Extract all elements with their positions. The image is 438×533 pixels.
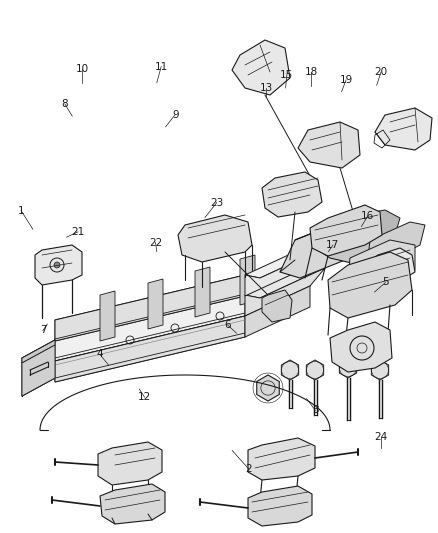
Polygon shape xyxy=(35,245,82,285)
Polygon shape xyxy=(245,245,325,278)
Polygon shape xyxy=(55,275,245,341)
Polygon shape xyxy=(248,486,312,526)
Text: 10: 10 xyxy=(76,64,89,74)
Text: 2: 2 xyxy=(245,464,252,474)
Polygon shape xyxy=(306,360,324,380)
Polygon shape xyxy=(55,295,245,361)
Polygon shape xyxy=(232,40,290,95)
Polygon shape xyxy=(148,279,163,329)
Text: 4: 4 xyxy=(96,350,103,359)
Polygon shape xyxy=(328,252,412,318)
Polygon shape xyxy=(315,215,390,265)
Polygon shape xyxy=(245,265,325,298)
Polygon shape xyxy=(262,172,322,217)
Text: 8: 8 xyxy=(61,99,68,109)
Text: 23: 23 xyxy=(210,198,223,207)
Text: 3: 3 xyxy=(312,406,319,415)
Text: 1: 1 xyxy=(18,206,25,215)
Polygon shape xyxy=(330,322,392,372)
Text: 24: 24 xyxy=(374,432,388,442)
Text: 18: 18 xyxy=(304,67,318,77)
Text: 20: 20 xyxy=(374,67,388,77)
Polygon shape xyxy=(348,240,415,285)
Text: 16: 16 xyxy=(361,211,374,221)
Polygon shape xyxy=(262,290,292,322)
Polygon shape xyxy=(257,375,279,401)
Polygon shape xyxy=(310,205,382,256)
Polygon shape xyxy=(298,122,360,168)
Polygon shape xyxy=(178,215,252,262)
Polygon shape xyxy=(55,316,245,382)
Circle shape xyxy=(54,262,60,268)
Text: 19: 19 xyxy=(339,75,353,85)
Polygon shape xyxy=(195,267,210,317)
Polygon shape xyxy=(371,360,389,380)
Polygon shape xyxy=(22,340,55,396)
Polygon shape xyxy=(55,275,245,341)
Text: 5: 5 xyxy=(382,278,389,287)
Text: 13: 13 xyxy=(260,83,273,93)
Text: 21: 21 xyxy=(71,227,85,237)
Polygon shape xyxy=(339,358,357,378)
Polygon shape xyxy=(22,345,55,396)
Polygon shape xyxy=(55,316,245,382)
Polygon shape xyxy=(100,484,165,524)
Polygon shape xyxy=(22,340,55,363)
Polygon shape xyxy=(368,248,415,285)
Text: 7: 7 xyxy=(39,326,46,335)
Polygon shape xyxy=(245,268,325,316)
Polygon shape xyxy=(100,291,115,341)
Polygon shape xyxy=(280,222,360,278)
Text: 22: 22 xyxy=(149,238,162,247)
Polygon shape xyxy=(240,255,255,305)
Text: 17: 17 xyxy=(326,240,339,250)
Text: 6: 6 xyxy=(224,320,231,330)
Polygon shape xyxy=(375,108,432,150)
Polygon shape xyxy=(350,210,400,240)
Text: 12: 12 xyxy=(138,392,151,402)
Polygon shape xyxy=(98,442,162,485)
Polygon shape xyxy=(281,360,299,380)
Polygon shape xyxy=(245,286,310,337)
Text: 11: 11 xyxy=(155,62,168,71)
Polygon shape xyxy=(368,222,425,263)
Polygon shape xyxy=(248,438,315,480)
Text: 15: 15 xyxy=(280,70,293,79)
Polygon shape xyxy=(245,248,325,296)
Text: 9: 9 xyxy=(172,110,179,119)
